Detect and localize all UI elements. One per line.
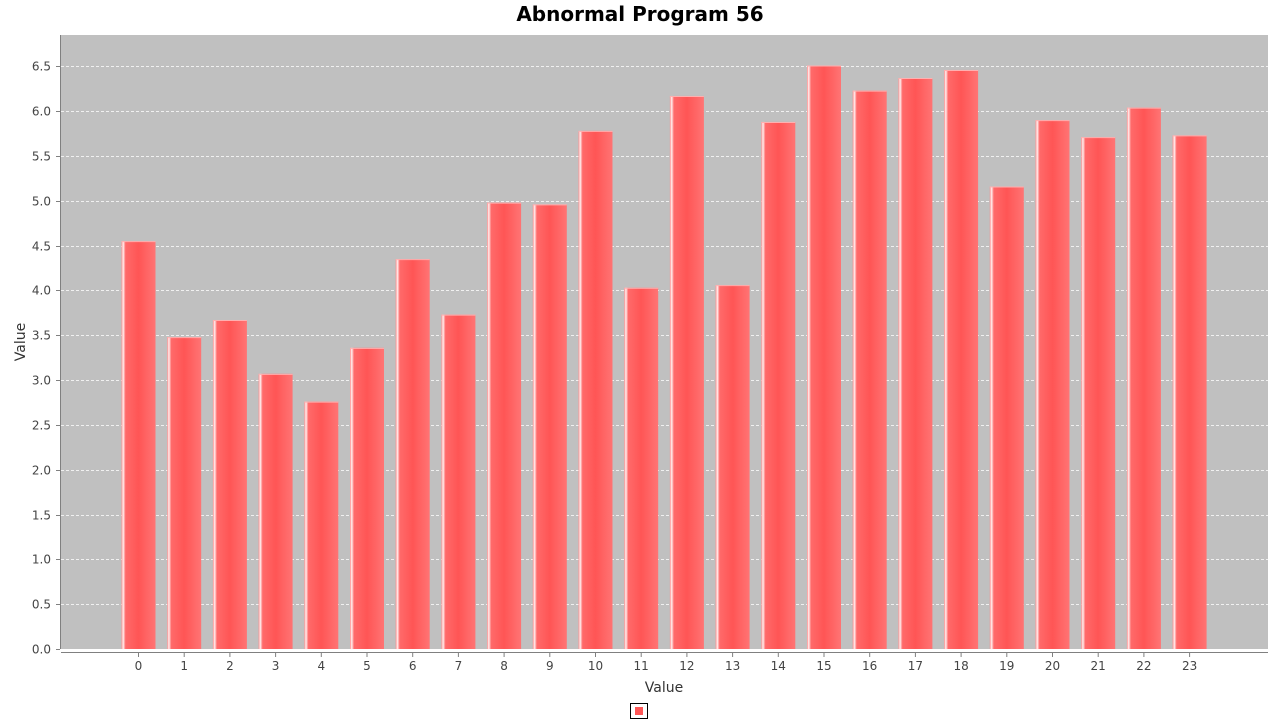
bar: [167, 337, 202, 649]
legend: [630, 703, 648, 719]
x-tick-label: 12: [679, 659, 694, 673]
x-tick-label: 21: [1091, 659, 1106, 673]
bar: [669, 95, 704, 649]
bar: [852, 90, 887, 649]
bar: [989, 186, 1024, 649]
bar: [807, 65, 841, 650]
bar: [1081, 137, 1116, 649]
x-tick-label: 10: [588, 659, 603, 673]
chart-title: Abnormal Program 56: [516, 2, 764, 26]
x-tick-label: 17: [908, 659, 923, 673]
y-tick-label: 3.0: [32, 374, 51, 388]
x-ticks: 0 1 2 3 4 5 6 7 8 9 10 11 12 13 14 15 16 17 18 19 20 21 22 23: [135, 653, 1197, 673]
bar: [121, 241, 156, 649]
y-tick-label: 0.0: [32, 643, 51, 657]
x-tick-label: 19: [999, 659, 1014, 673]
x-tick-label: 5: [363, 659, 371, 673]
bar: [441, 314, 476, 649]
bar: [304, 401, 339, 649]
x-tick-label: 15: [816, 659, 831, 673]
x-tick-label: 0: [135, 659, 143, 673]
x-tick-label: 16: [862, 659, 877, 673]
bar: [715, 285, 750, 649]
x-tick-label: 1: [180, 659, 188, 673]
y-tick-label: 6.0: [32, 105, 51, 119]
y-tick-label: 6.5: [32, 60, 51, 74]
bars: [121, 65, 1207, 650]
y-tick-label: 4.0: [32, 284, 51, 298]
bar: [898, 78, 933, 649]
bar: [395, 259, 430, 649]
x-tick-label: 9: [546, 659, 554, 673]
x-tick-label: 13: [725, 659, 740, 673]
bar: [578, 130, 613, 649]
bar: [944, 69, 979, 650]
y-tick-label: 5.0: [32, 195, 51, 209]
bar: [212, 320, 247, 649]
y-tick-label: 2.0: [32, 464, 51, 478]
y-tick-label: 0.5: [32, 598, 51, 612]
x-tick-label: 18: [953, 659, 968, 673]
x-tick-label: 4: [317, 659, 325, 673]
bar: [487, 202, 522, 649]
y-ticks: 0.0 0.5 1.0 1.5 2.0 2.5 3.0 3.5 4.0 4.5 5.0 5.5 6.0 6…: [32, 60, 60, 657]
legend-swatch: [635, 707, 643, 715]
y-tick-label: 2.5: [32, 419, 51, 433]
x-tick-label: 8: [500, 659, 508, 673]
bar: [532, 204, 567, 649]
bar: [258, 373, 293, 649]
y-axis-label: Value: [13, 323, 29, 361]
y-tick-label: 4.5: [32, 240, 51, 254]
bar: [1126, 107, 1161, 650]
y-tick-label: 5.5: [32, 150, 51, 164]
bar: [1172, 135, 1207, 649]
x-tick-label: 23: [1182, 659, 1197, 673]
x-tick-label: 20: [1045, 659, 1060, 673]
bar: [761, 121, 796, 649]
y-tick-label: 3.5: [32, 329, 51, 343]
y-tick-label: 1.5: [32, 509, 51, 523]
x-tick-label: 11: [634, 659, 649, 673]
x-tick-label: 22: [1136, 659, 1151, 673]
x-tick-label: 2: [226, 659, 234, 673]
x-tick-label: 3: [272, 659, 280, 673]
bar: [350, 347, 384, 649]
x-tick-label: 6: [409, 659, 417, 673]
bar: [1035, 120, 1070, 650]
x-tick-label: 7: [455, 659, 463, 673]
bar: [624, 287, 659, 649]
y-tick-label: 1.0: [32, 553, 51, 567]
x-axis-label: Value: [645, 680, 683, 696]
x-tick-label: 14: [771, 659, 786, 673]
